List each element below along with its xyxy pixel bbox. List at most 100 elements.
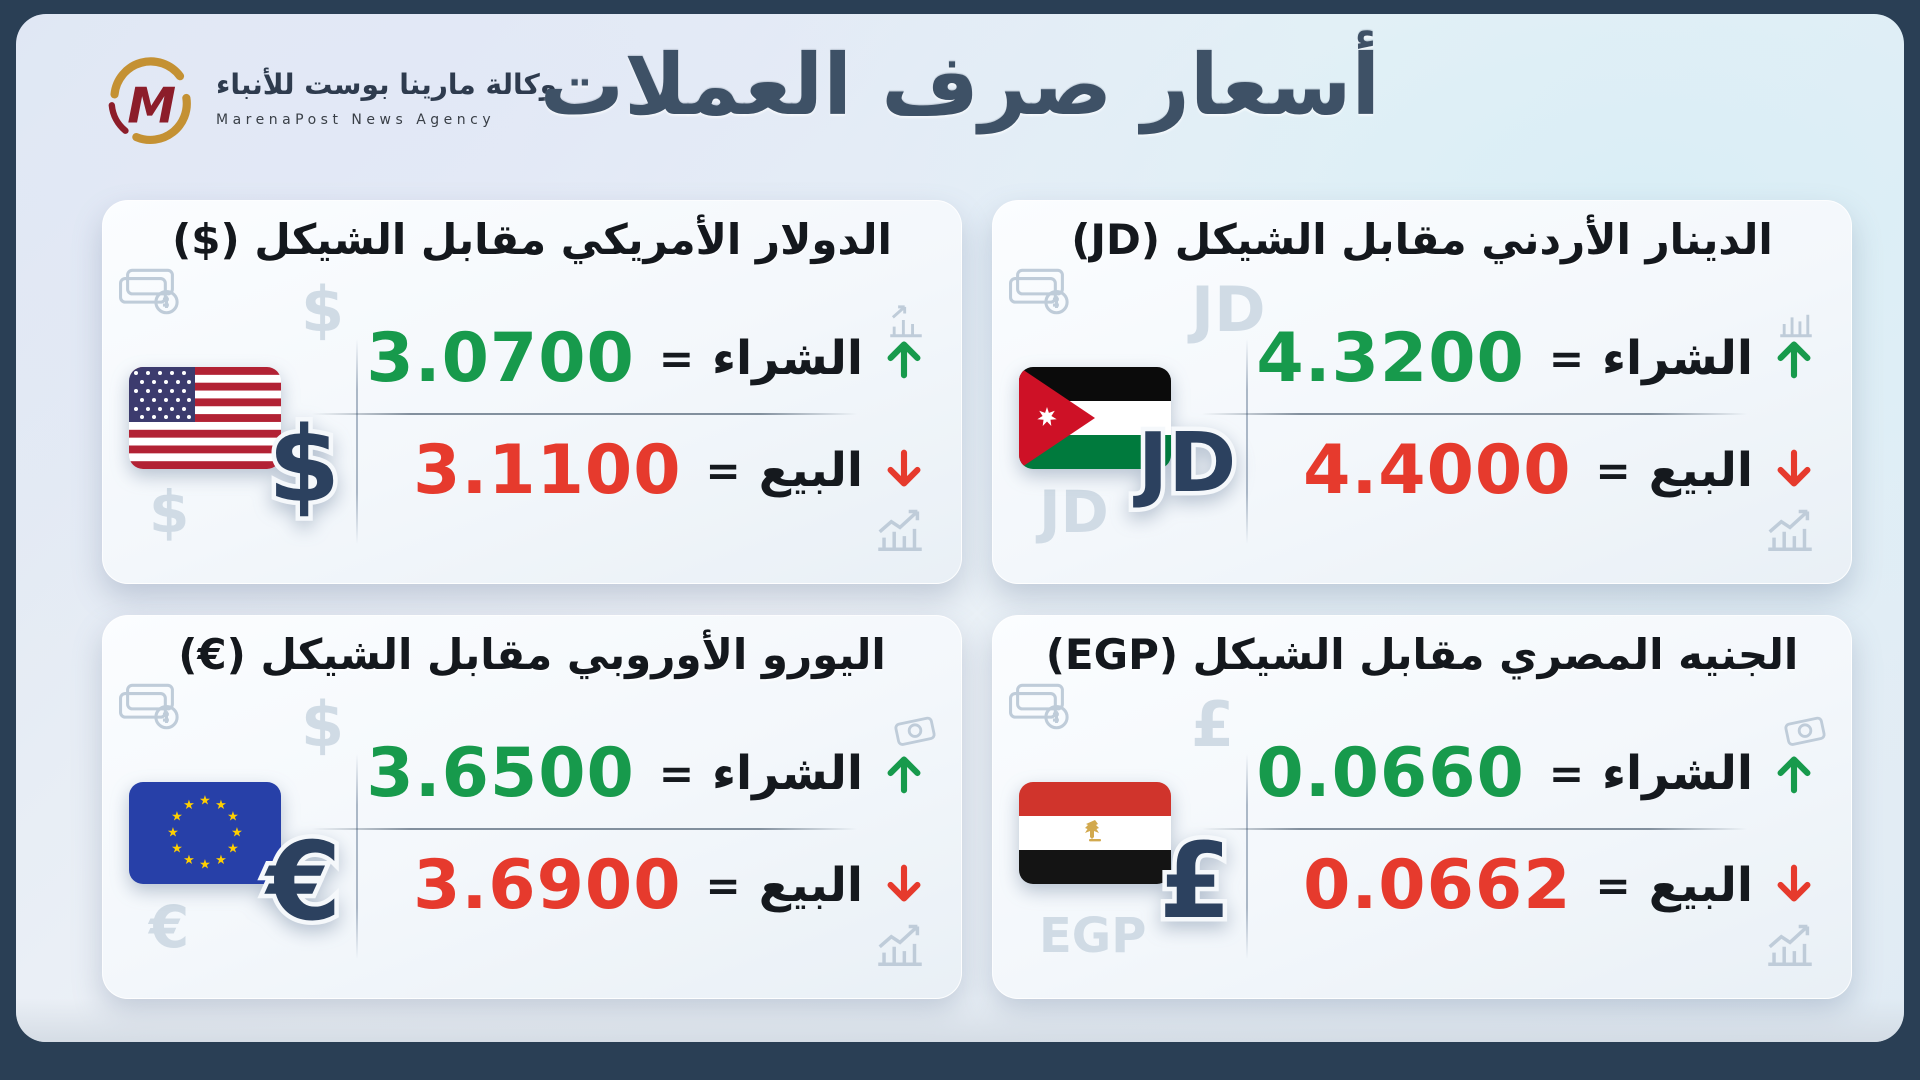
card-divider bbox=[1246, 339, 1248, 544]
svg-text:★: ★ bbox=[227, 810, 239, 825]
sell-rate-row: البيع = 3.6900 bbox=[385, 832, 927, 938]
usd-rates: الشراء = 3.0700 البيع = 3.1100 bbox=[312, 305, 927, 523]
money-bills-watermark-icon bbox=[1007, 670, 1073, 736]
usd-flag-zone: $ bbox=[119, 339, 357, 567]
united-states-flag: $ bbox=[129, 367, 345, 531]
chart-bars-watermark-icon bbox=[1775, 299, 1817, 341]
money-bills-watermark-icon bbox=[117, 670, 183, 736]
svg-text:★: ★ bbox=[183, 853, 195, 868]
jod-rates: الشراء = 4.3200 البيع = 4.4000 bbox=[1202, 305, 1817, 523]
logo-letter: M bbox=[127, 77, 176, 135]
dollar-watermark: $ bbox=[301, 688, 345, 761]
up-arrow-icon bbox=[1777, 756, 1811, 794]
chart-up-watermark-icon bbox=[885, 299, 927, 341]
european-union-flag: ★ ★★ ★★★ ★★★ ★★★ € bbox=[129, 782, 346, 950]
buy-rate-row: الشراء = 4.3200 bbox=[1256, 305, 1817, 411]
dollar-watermark: $ bbox=[301, 273, 345, 346]
egp-rates: الشراء = 0.0660 البيع = 0.0662 bbox=[1202, 720, 1817, 938]
chart-growth-watermark-icon bbox=[871, 497, 929, 555]
jd-watermark: JD bbox=[1191, 273, 1266, 346]
pound-symbol: £ bbox=[1159, 820, 1231, 942]
buy-label: الشراء bbox=[712, 745, 863, 801]
buy-label: الشراء bbox=[1602, 745, 1753, 801]
euro-watermark: € bbox=[149, 893, 190, 961]
banknote-watermark-icon bbox=[893, 708, 937, 752]
up-arrow-icon bbox=[887, 341, 921, 379]
buy-label: الشراء bbox=[1602, 330, 1753, 386]
card-divider bbox=[356, 754, 358, 959]
down-arrow-icon bbox=[1777, 864, 1811, 902]
chart-growth-watermark-icon bbox=[1761, 912, 1819, 970]
eur-buy-value: 3.6500 bbox=[366, 733, 635, 813]
buy-rate-row: الشراء = 0.0660 bbox=[1256, 720, 1817, 826]
eur-card-title: اليورو الأوروبي مقابل الشيكل (€) bbox=[178, 630, 886, 679]
egp-flag-zone: £ bbox=[1009, 754, 1247, 982]
egypt-flag: £ bbox=[1019, 782, 1236, 947]
svg-text:★: ★ bbox=[183, 798, 195, 813]
equals-sign: = bbox=[1548, 333, 1585, 383]
svg-text:★: ★ bbox=[227, 842, 239, 857]
euro-symbol: € bbox=[263, 820, 341, 945]
row-divider bbox=[1202, 413, 1747, 415]
down-arrow-icon bbox=[887, 449, 921, 487]
marenapost-logo-icon: M bbox=[108, 57, 191, 145]
eagle-emblem bbox=[1085, 820, 1101, 842]
card-divider bbox=[356, 339, 358, 544]
egp-card-title: الجنيه المصري مقابل الشيكل (EGP) bbox=[1045, 630, 1799, 679]
usd-card-title: الدولار الأمريكي مقابل الشيكل ($) bbox=[172, 215, 892, 264]
jod-buy-value: 4.3200 bbox=[1256, 318, 1525, 398]
brand-text: وكالة مارينا بوست للأنباء MarenaPost New… bbox=[216, 68, 557, 128]
svg-text:★: ★ bbox=[215, 853, 227, 868]
jod-flag-zone: JD bbox=[1009, 339, 1247, 567]
usd-rate-card: الدولار الأمريكي مقابل الشيكل ($) $ $ bbox=[102, 200, 962, 584]
buy-rate-row: الشراء = 3.0700 bbox=[366, 305, 927, 411]
banknote-watermark-icon bbox=[1783, 708, 1827, 752]
down-arrow-icon bbox=[887, 864, 921, 902]
row-divider bbox=[312, 413, 857, 415]
egp-watermark: EGP bbox=[1039, 908, 1147, 964]
pound-watermark: £ bbox=[1191, 688, 1235, 761]
jod-card-title: الدينار الأردني مقابل الشيكل (JD) bbox=[1071, 215, 1773, 264]
eur-sell-value: 3.6900 bbox=[413, 845, 682, 925]
svg-text:★: ★ bbox=[171, 842, 183, 857]
sell-label: البيع bbox=[1648, 857, 1753, 913]
jod-rate-card: الدينار الأردني مقابل الشيكل (JD) JD JD bbox=[992, 200, 1852, 584]
equals-sign: = bbox=[1548, 748, 1585, 798]
infographic-page: M وكالة مارينا بوست للأنباء MarenaPost N… bbox=[16, 14, 1904, 1042]
down-arrow-icon bbox=[1777, 449, 1811, 487]
brand-name-arabic: وكالة مارينا بوست للأنباء bbox=[216, 68, 558, 101]
eur-rate-card: اليورو الأوروبي مقابل الشيكل (€) $ € bbox=[102, 615, 962, 999]
sell-label: البيع bbox=[1648, 442, 1753, 498]
equals-sign: = bbox=[1595, 860, 1631, 910]
svg-text:★: ★ bbox=[167, 826, 179, 841]
brand-logo: M وكالة مارينا بوست للأنباء MarenaPost N… bbox=[100, 50, 557, 146]
jod-sell-value: 4.4000 bbox=[1303, 430, 1572, 510]
page-title: أسعار صرف العملات bbox=[539, 36, 1381, 134]
sell-label: البيع bbox=[758, 442, 863, 498]
egp-rate-card: الجنيه المصري مقابل الشيكل (EGP) £ EGP bbox=[992, 615, 1852, 999]
sell-rate-row: البيع = 0.0662 bbox=[1275, 832, 1817, 938]
svg-text:★: ★ bbox=[199, 794, 211, 809]
equals-sign: = bbox=[705, 860, 741, 910]
dollar-watermark: $ bbox=[149, 478, 190, 546]
equals-sign: = bbox=[1595, 445, 1631, 495]
dollar-symbol: $ bbox=[268, 404, 340, 526]
row-divider bbox=[1202, 828, 1747, 830]
svg-text:★: ★ bbox=[215, 798, 227, 813]
brand-name-english: MarenaPost News Agency bbox=[216, 112, 496, 128]
jordan-flag: JD bbox=[1019, 367, 1241, 516]
egp-buy-value: 0.0660 bbox=[1256, 733, 1525, 813]
chart-growth-watermark-icon bbox=[871, 912, 929, 970]
eur-rates: الشراء = 3.6500 البيع = 3.6900 bbox=[312, 720, 927, 938]
money-bills-watermark-icon bbox=[1007, 255, 1073, 321]
usd-buy-value: 3.0700 bbox=[366, 318, 635, 398]
svg-text:★: ★ bbox=[231, 826, 243, 841]
up-arrow-icon bbox=[887, 756, 921, 794]
svg-text:★: ★ bbox=[171, 810, 183, 825]
card-divider bbox=[1246, 754, 1248, 959]
equals-sign: = bbox=[658, 333, 695, 383]
equals-sign: = bbox=[658, 748, 695, 798]
buy-label: الشراء bbox=[712, 330, 863, 386]
buy-rate-row: الشراء = 3.6500 bbox=[366, 720, 927, 826]
